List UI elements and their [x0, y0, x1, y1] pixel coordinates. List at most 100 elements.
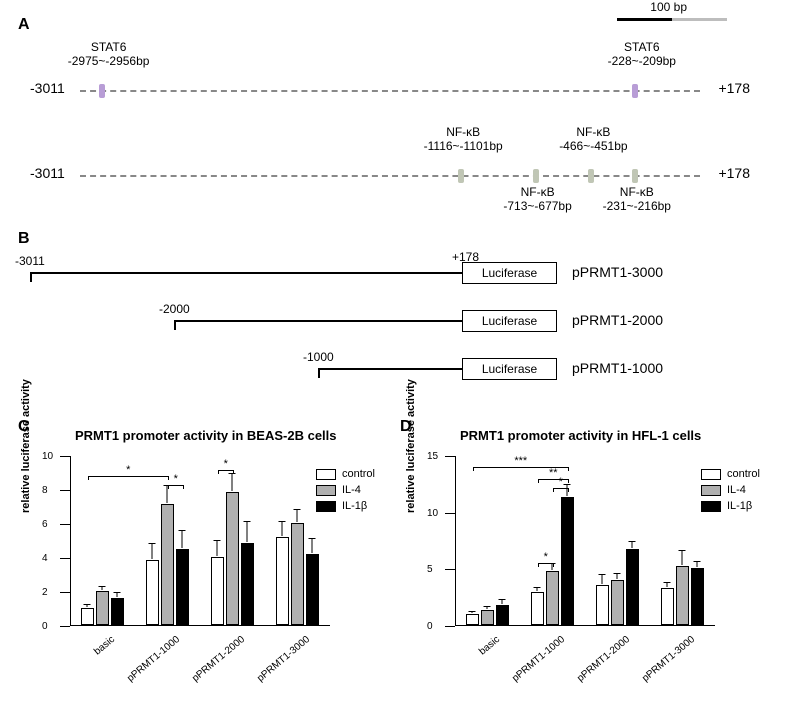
panel-b-constructs: Luciferase-3011+178pPRMT1-3000Luciferase…: [30, 250, 750, 394]
bar: [611, 580, 624, 625]
legend-label: control: [727, 468, 760, 480]
coord-right: +178: [718, 165, 750, 181]
bar-group: [466, 605, 514, 625]
legend-label: IL-1β: [727, 500, 752, 512]
bar-group: [146, 504, 194, 625]
panel-b-label: B: [18, 230, 30, 248]
xlabel: basic: [430, 634, 502, 697]
construct-start-label: -2000: [159, 302, 190, 316]
track-line: [80, 90, 700, 92]
ytick: 10: [60, 456, 70, 457]
coord-right: +178: [718, 80, 750, 96]
xlabel: pPRMT1-2000: [560, 634, 632, 697]
sig-stars: ***: [514, 455, 527, 467]
xlabel: pPRMT1-2000: [175, 634, 247, 697]
scale-bar: [617, 18, 727, 21]
stat6-site-label: STAT6-2975~-2956bp: [49, 40, 169, 68]
scale-bar-black: [617, 18, 672, 21]
ytick: 0: [445, 626, 455, 627]
chart-ylabel: relative luciferase activity: [405, 379, 417, 513]
stat6-site-label: STAT6-228~-209bp: [582, 40, 702, 68]
bar: [531, 592, 544, 625]
construct-start-label: -1000: [303, 350, 334, 364]
bar: [211, 557, 224, 625]
bar: [676, 566, 689, 625]
legend: control IL-4 IL-1β: [316, 468, 375, 516]
coord-left: -3011: [30, 165, 65, 181]
xlabel: pPRMT1-3000: [240, 634, 312, 697]
bar: [691, 568, 704, 625]
bar-group: [81, 591, 129, 625]
xlabel: basic: [45, 634, 117, 697]
ytick: 2: [60, 592, 70, 593]
sig-stars: *: [224, 458, 228, 470]
nfkb-site-label: NF-κB-1116~-1101bp: [408, 125, 518, 153]
bar: [466, 614, 479, 625]
construct-name: pPRMT1-3000: [572, 264, 663, 280]
bar: [226, 492, 239, 625]
bar-group: [596, 549, 644, 625]
chart-ylabel: relative luciferase activity: [20, 379, 32, 513]
nfkb-mark: [588, 169, 594, 183]
chart-title: PRMT1 promoter activity in BEAS-2B cells: [75, 428, 337, 443]
bar: [481, 610, 494, 625]
bar: [81, 608, 94, 625]
bar: [111, 598, 124, 625]
panel-a-schematic: -3011 +178 STAT6-2975~-2956bp STAT6-228~-2…: [30, 40, 750, 201]
legend: controlIL-4IL-1β: [701, 468, 760, 516]
chart-title: PRMT1 promoter activity in HFL-1 cells: [460, 428, 701, 443]
xlabel: pPRMT1-1000: [110, 634, 182, 697]
ytick: 5: [445, 569, 455, 570]
luciferase-box: Luciferase: [462, 262, 557, 284]
sig-bar: [88, 476, 168, 477]
scale-bar-label: 100 bp: [650, 0, 687, 14]
luciferase-box: Luciferase: [462, 358, 557, 380]
construct-name: pPRMT1-1000: [572, 360, 663, 376]
xlabel: pPRMT1-1000: [495, 634, 567, 697]
sig-bar: [168, 485, 183, 486]
bar-group: [661, 566, 709, 625]
ytick: 6: [60, 524, 70, 525]
bar: [291, 523, 304, 625]
bar: [496, 605, 509, 625]
bar: [546, 571, 559, 625]
ytick: 0: [60, 626, 70, 627]
sig-bar: [538, 479, 568, 480]
bar-group: [276, 523, 324, 625]
construct-start-label: -3011: [15, 254, 45, 268]
legend-label: control: [342, 468, 375, 480]
nfkb-site-label: NF-κB-231~-216bp: [582, 185, 692, 213]
luciferase-box: Luciferase: [462, 310, 557, 332]
ytick: 4: [60, 558, 70, 559]
ytick: 10: [445, 513, 455, 514]
nfkb-mark: [533, 169, 539, 183]
bar: [96, 591, 109, 625]
nfkb-mark: [632, 169, 638, 183]
sig-stars: *: [126, 464, 130, 476]
bar: [561, 497, 574, 625]
sig-stars: **: [549, 467, 558, 479]
xlabel: pPRMT1-3000: [625, 634, 697, 697]
coord-left: -3011: [30, 80, 65, 96]
sig-bar: [553, 488, 568, 489]
panel-a-label: A: [18, 16, 30, 34]
bar: [146, 560, 159, 625]
legend-label: IL-4: [342, 484, 361, 496]
bar-group: [531, 497, 579, 625]
bar: [596, 585, 609, 625]
nfkb-site-label: NF-κB-713~-677bp: [483, 185, 593, 213]
ytick: 8: [60, 490, 70, 491]
legend-label: IL-1β: [342, 500, 367, 512]
construct-end-label: +178: [452, 250, 479, 264]
nfkb-mark: [458, 169, 464, 183]
sig-stars: *: [174, 473, 178, 485]
bar: [626, 549, 639, 625]
chart-c: PRMT1 promoter activity in BEAS-2B cells…: [25, 428, 375, 708]
sig-stars: *: [559, 476, 563, 488]
construct-name: pPRMT1-2000: [572, 312, 663, 328]
bar: [241, 543, 254, 625]
sig-bar: [538, 563, 553, 564]
stat6-mark: [632, 84, 638, 98]
bar: [161, 504, 174, 625]
ytick: 15: [445, 456, 455, 457]
